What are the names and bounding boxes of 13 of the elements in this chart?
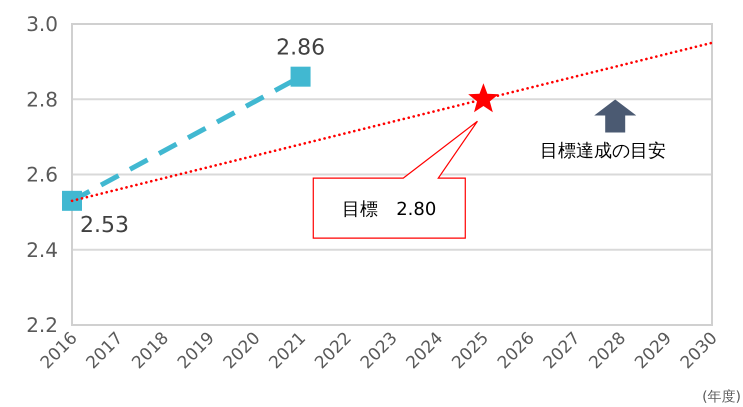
data-label: 2.86 — [276, 36, 326, 61]
data-label: 2.53 — [80, 212, 129, 238]
annotation: 目標 2.80 — [342, 199, 436, 220]
point — [290, 66, 311, 87]
y-tick-label: 2.4 — [26, 238, 58, 262]
point — [468, 83, 499, 112]
annotation: 目標達成の目安 — [540, 140, 666, 162]
point — [62, 190, 82, 211]
y-tick-label: 2.8 — [26, 87, 58, 112]
x-axis-title: (年度) — [702, 389, 741, 405]
y-tick-label: 2.6 — [26, 162, 58, 186]
y-tick-label: 3.0 — [26, 12, 58, 36]
y-tick-label: 2.2 — [26, 313, 58, 337]
